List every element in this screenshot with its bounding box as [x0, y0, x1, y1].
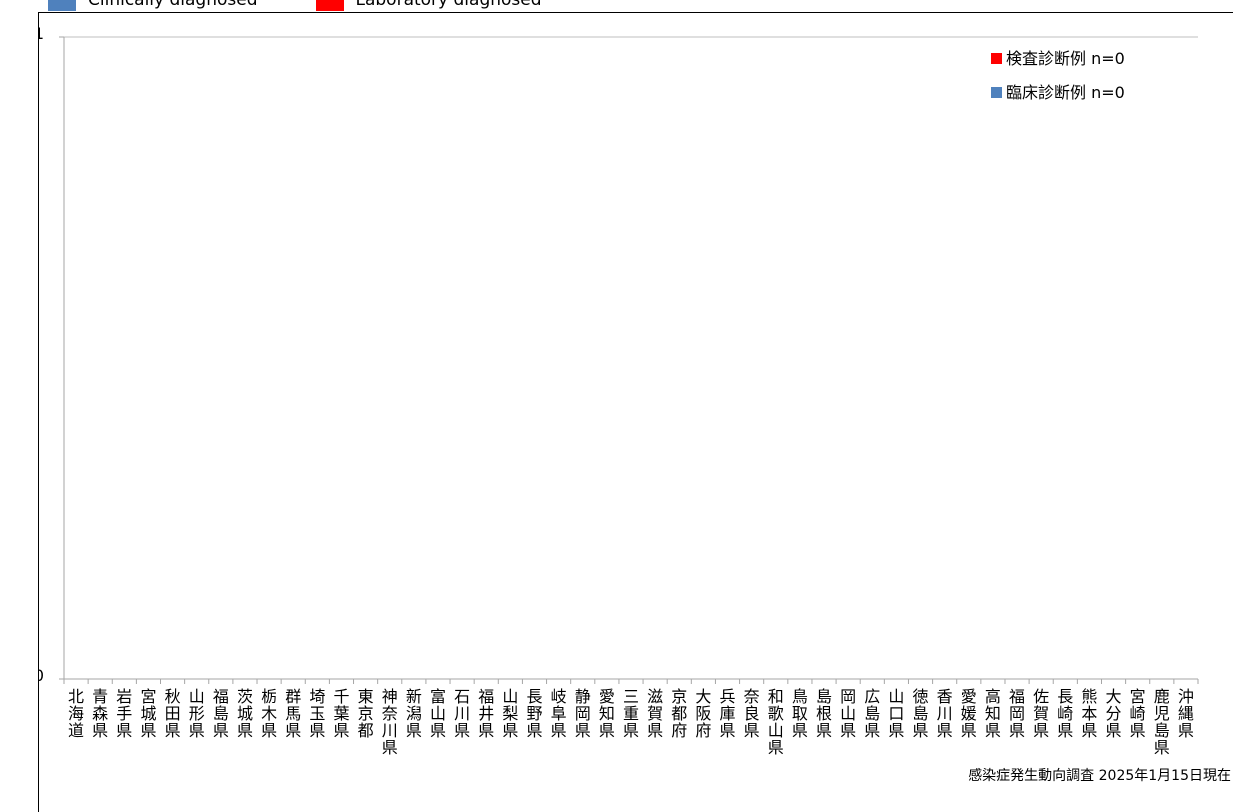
x-tick-label: 愛知県	[599, 687, 615, 740]
x-tick-label: 千葉県	[333, 687, 349, 740]
x-tick-label: 山口県	[888, 687, 904, 740]
y-tick-label: 1	[39, 24, 44, 43]
x-tick-label: 兵庫県	[720, 687, 736, 740]
legend-item-clinical: Clinically diagnosed	[48, 0, 258, 11]
x-tick-label: 秋田県	[165, 687, 181, 740]
x-tick-label: 静岡県	[575, 687, 591, 740]
x-tick-label: 北海道	[68, 687, 84, 740]
footer-note: 感染症発生動向調査 2025年1月15日現在	[968, 768, 1231, 784]
x-tick-label: 神奈川県	[382, 687, 398, 757]
x-tick-label: 栃木県	[261, 687, 277, 740]
x-tick-label: 茨城県	[237, 687, 253, 740]
x-tick-label: 宮崎県	[1130, 687, 1146, 740]
x-tick-label: 福岡県	[1009, 687, 1025, 740]
clinical-swatch-icon	[48, 0, 76, 11]
x-tick-label: 埼玉県	[309, 687, 325, 740]
x-tick-label: 和歌山県	[768, 687, 784, 757]
x-tick-label: 福島県	[213, 687, 229, 740]
y-tick-label: 0	[39, 666, 44, 685]
x-tick-label: 宮城県	[140, 687, 156, 740]
x-tick-label: 岐阜県	[551, 687, 567, 740]
legend-label-clinical: Clinically diagnosed	[88, 0, 258, 10]
x-tick-label: 福井県	[478, 687, 494, 740]
x-tick-label: 佐賀県	[1033, 687, 1049, 740]
x-tick-label: 青森県	[92, 687, 108, 740]
top-legend: Clinically diagnosed Laboratory diagnose…	[48, 0, 600, 12]
legend-swatch-icon	[991, 53, 1002, 64]
x-tick-label: 岡山県	[840, 687, 856, 740]
x-tick-label: 山形県	[189, 687, 205, 740]
x-tick-label: 熊本県	[1081, 687, 1097, 740]
legend-label: 臨床診断例 n=0	[1006, 83, 1125, 102]
laboratory-swatch-icon	[315, 0, 344, 11]
x-tick-label: 高知県	[985, 687, 1001, 740]
bar-chart: 0 1 北海道青森県岩手県宮城県秋田県山形県福島県茨城県栃木県群馬県埼玉県千葉県東京…	[39, 24, 1199, 757]
x-tick-label: 鹿児島県	[1154, 687, 1170, 757]
legend-swatch-icon	[991, 87, 1002, 98]
x-tick-label: 群馬県	[285, 687, 301, 740]
x-tick-label: 大分県	[1106, 687, 1122, 740]
chart-frame: 0 1 北海道青森県岩手県宮城県秋田県山形県福島県茨城県栃木県群馬県埼玉県千葉県東京…	[38, 12, 1233, 812]
x-tick-label: 奈良県	[744, 687, 760, 740]
x-tick-label: 滋賀県	[647, 687, 663, 740]
x-tick-label: 島根県	[816, 687, 832, 740]
x-tick-label: 東京都	[358, 687, 374, 740]
x-tick-label: 岩手県	[116, 687, 132, 740]
x-tick-label: 徳島県	[913, 687, 929, 740]
legend-label: 検査診断例 n=0	[1006, 49, 1125, 68]
x-tick-label: 愛媛県	[961, 687, 977, 740]
x-tick-label: 三重県	[623, 687, 639, 740]
x-tick-label: 新潟県	[406, 687, 422, 740]
x-tick-label: 沖縄県	[1178, 687, 1194, 740]
x-tick-label: 富山県	[430, 687, 446, 740]
x-tick-label: 広島県	[864, 687, 880, 740]
legend-item-laboratory: Laboratory diagnosed	[315, 0, 542, 11]
x-tick-label: 大阪府	[695, 687, 711, 740]
legend-label-laboratory: Laboratory diagnosed	[355, 0, 542, 10]
x-tick-label: 香川県	[937, 687, 953, 740]
x-tick-label: 石川県	[454, 687, 470, 740]
x-tick-label: 山梨県	[502, 687, 518, 740]
x-tick-label: 鳥取県	[792, 687, 808, 740]
x-tick-label: 長崎県	[1057, 687, 1073, 740]
x-tick-label: 京都府	[671, 687, 687, 740]
x-tick-label: 長野県	[526, 687, 542, 740]
